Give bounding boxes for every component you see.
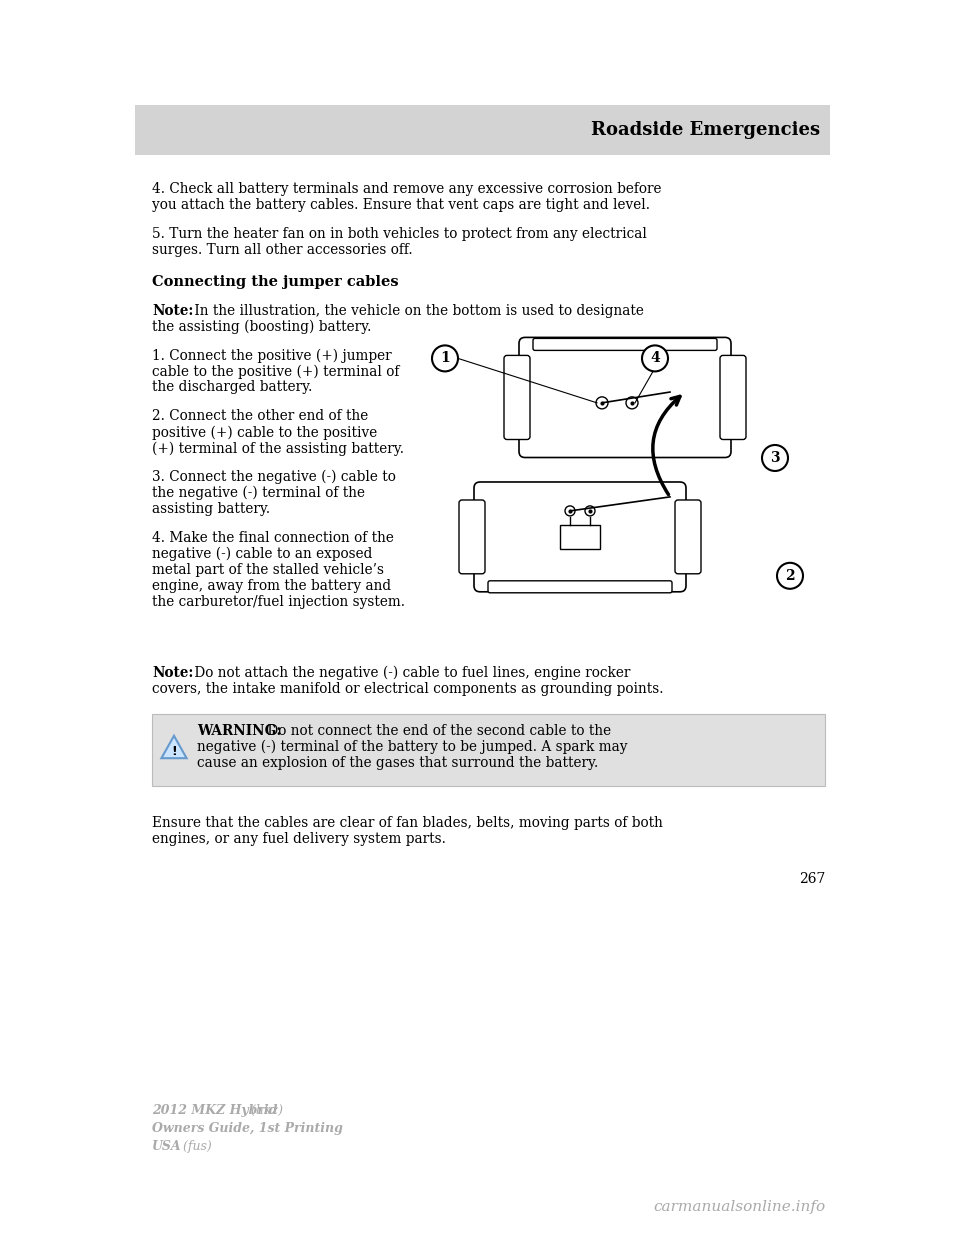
Text: negative (-) cable to an exposed: negative (-) cable to an exposed: [152, 546, 372, 561]
Text: 2. Connect the other end of the: 2. Connect the other end of the: [152, 409, 369, 424]
Text: 2012 MKZ Hybrid: 2012 MKZ Hybrid: [152, 1104, 277, 1117]
Text: 1. Connect the positive (+) jumper: 1. Connect the positive (+) jumper: [152, 349, 392, 363]
Text: cause an explosion of the gases that surround the battery.: cause an explosion of the gases that sur…: [197, 756, 598, 770]
Text: negative (-) terminal of the battery to be jumped. A spark may: negative (-) terminal of the battery to …: [197, 740, 628, 754]
Circle shape: [626, 397, 638, 409]
Text: Note:: Note:: [152, 303, 193, 318]
Text: surges. Turn all other accessories off.: surges. Turn all other accessories off.: [152, 242, 413, 257]
Text: engine, away from the battery and: engine, away from the battery and: [152, 579, 391, 592]
Text: 5. Turn the heater fan on in both vehicles to protect from any electrical: 5. Turn the heater fan on in both vehicl…: [152, 227, 647, 241]
FancyBboxPatch shape: [675, 501, 701, 574]
Text: 4: 4: [650, 351, 660, 365]
Circle shape: [642, 345, 668, 371]
Text: (fus): (fus): [179, 1140, 212, 1153]
Text: assisting battery.: assisting battery.: [152, 502, 270, 515]
Text: metal part of the stalled vehicle’s: metal part of the stalled vehicle’s: [152, 563, 384, 576]
Text: Ensure that the cables are clear of fan blades, belts, moving parts of both: Ensure that the cables are clear of fan …: [152, 816, 662, 830]
Circle shape: [777, 563, 803, 589]
Text: the negative (-) terminal of the: the negative (-) terminal of the: [152, 486, 365, 501]
Text: Note:: Note:: [152, 666, 193, 679]
Text: !: !: [171, 745, 177, 759]
Text: WARNING:: WARNING:: [197, 724, 281, 738]
FancyBboxPatch shape: [519, 338, 731, 457]
Text: 3: 3: [770, 451, 780, 465]
Text: 2: 2: [785, 569, 795, 582]
Circle shape: [585, 505, 595, 515]
Text: Do not attach the negative (-) cable to fuel lines, engine rocker: Do not attach the negative (-) cable to …: [190, 666, 631, 681]
Text: (hkz): (hkz): [247, 1104, 283, 1117]
Text: In the illustration, the vehicle on the bottom is used to designate: In the illustration, the vehicle on the …: [190, 303, 644, 318]
Text: Owners Guide, 1st Printing: Owners Guide, 1st Printing: [152, 1122, 343, 1135]
Text: 4. Check all battery terminals and remove any excessive corrosion before: 4. Check all battery terminals and remov…: [152, 183, 661, 196]
Text: 267: 267: [799, 872, 825, 886]
FancyBboxPatch shape: [533, 338, 717, 350]
Text: carmanualsonline.info: carmanualsonline.info: [653, 1200, 825, 1213]
Text: Roadside Emergencies: Roadside Emergencies: [590, 120, 820, 139]
Text: 3. Connect the negative (-) cable to: 3. Connect the negative (-) cable to: [152, 469, 396, 484]
Circle shape: [565, 505, 575, 515]
FancyBboxPatch shape: [488, 581, 672, 592]
Text: positive (+) cable to the positive: positive (+) cable to the positive: [152, 425, 377, 440]
Text: the carburetor/fuel injection system.: the carburetor/fuel injection system.: [152, 595, 405, 609]
Circle shape: [432, 345, 458, 371]
Bar: [560, 525, 600, 549]
Circle shape: [762, 445, 788, 471]
Text: 1: 1: [440, 351, 450, 365]
FancyBboxPatch shape: [720, 355, 746, 440]
FancyBboxPatch shape: [504, 355, 530, 440]
Text: 4. Make the final connection of the: 4. Make the final connection of the: [152, 530, 394, 545]
Circle shape: [596, 397, 608, 409]
Text: (+) terminal of the assisting battery.: (+) terminal of the assisting battery.: [152, 441, 404, 456]
FancyBboxPatch shape: [459, 501, 485, 574]
Text: USA: USA: [152, 1140, 181, 1153]
FancyBboxPatch shape: [474, 482, 686, 591]
Polygon shape: [161, 735, 186, 758]
Text: the discharged battery.: the discharged battery.: [152, 380, 312, 395]
Text: engines, or any fuel delivery system parts.: engines, or any fuel delivery system par…: [152, 832, 445, 846]
Text: the assisting (boosting) battery.: the assisting (boosting) battery.: [152, 319, 372, 334]
Text: covers, the intake manifold or electrical components as grounding points.: covers, the intake manifold or electrica…: [152, 682, 663, 696]
Text: Do not connect the end of the second cable to the: Do not connect the end of the second cab…: [263, 724, 612, 738]
FancyArrowPatch shape: [653, 396, 680, 494]
Text: Connecting the jumper cables: Connecting the jumper cables: [152, 274, 398, 289]
FancyBboxPatch shape: [152, 714, 825, 786]
Bar: [135, 106, 830, 155]
Text: you attach the battery cables. Ensure that vent caps are tight and level.: you attach the battery cables. Ensure th…: [152, 197, 650, 212]
Text: cable to the positive (+) terminal of: cable to the positive (+) terminal of: [152, 364, 399, 379]
